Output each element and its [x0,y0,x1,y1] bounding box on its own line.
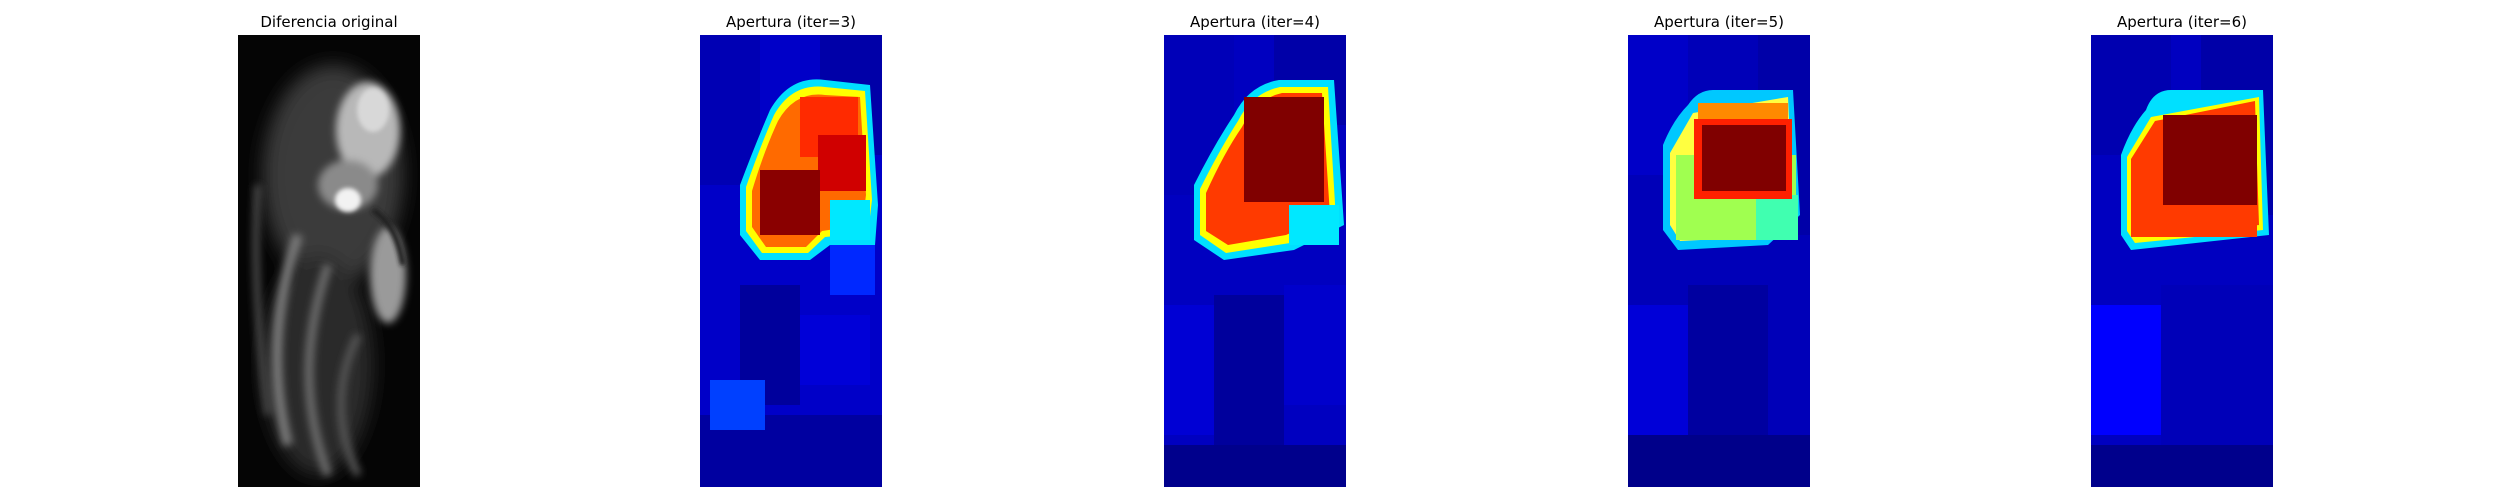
panel-title: Diferencia original [260,13,398,31]
jet-heatmap-iter-6 [2091,35,2273,487]
panel-original: Diferencia original [238,0,420,500]
jet-heatmap-iter-4 [1164,35,1346,487]
panel-title: Apertura (iter=3) [726,13,856,31]
panel-opening-iter-6: Apertura (iter=6) [2091,0,2273,500]
jet-heatmap-iter-5 [1628,35,1810,487]
panel-title: Apertura (iter=6) [2117,13,2247,31]
panel-opening-iter-3: Apertura (iter=3) [700,0,882,500]
panel-title: Apertura (iter=5) [1654,13,1784,31]
jet-heatmap-iter-3 [700,35,882,487]
panel-title: Apertura (iter=4) [1190,13,1320,31]
grayscale-difference-image [238,35,420,487]
panel-opening-iter-5: Apertura (iter=5) [1628,0,1810,500]
panel-opening-iter-4: Apertura (iter=4) [1164,0,1346,500]
